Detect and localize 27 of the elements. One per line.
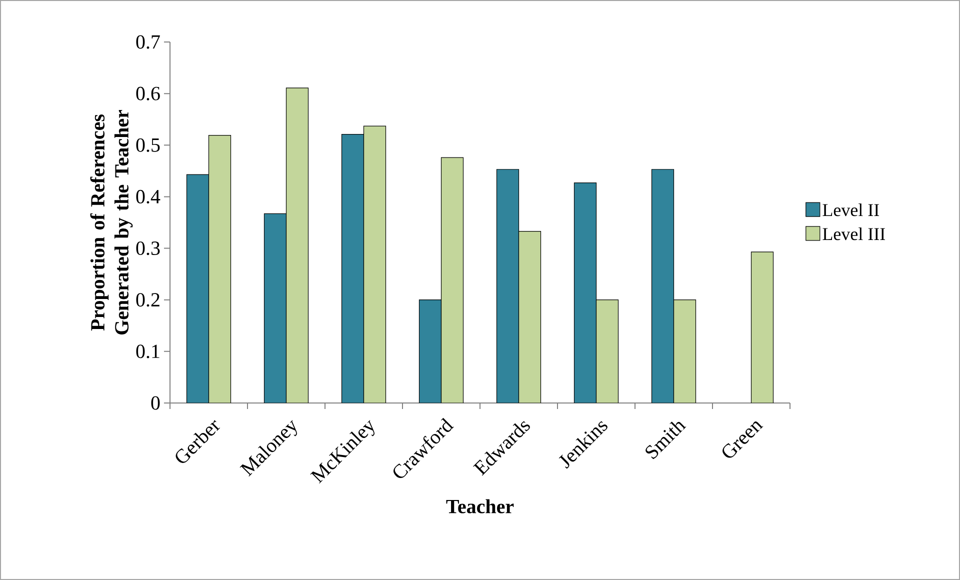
bar <box>418 300 442 403</box>
bar <box>574 182 597 403</box>
y-tick-label: 0 <box>151 396 160 410</box>
bar <box>496 169 520 403</box>
bar <box>440 157 464 403</box>
bar <box>208 135 232 403</box>
legend-label: Level II <box>822 204 880 216</box>
legend-label: Level III <box>822 228 885 240</box>
bar <box>341 134 364 403</box>
y-tick-label: 0.7 <box>136 35 160 49</box>
bar <box>518 230 542 403</box>
bar <box>363 126 386 403</box>
bar <box>186 174 210 403</box>
y-tick-label: 0.4 <box>136 190 160 204</box>
y-tick-label: 0.2 <box>136 293 160 307</box>
y-axis-title: Proportion of References Generated by the Teacher <box>90 110 133 334</box>
bar <box>264 213 287 403</box>
bar <box>596 300 619 403</box>
bar <box>651 169 674 403</box>
x-axis-title: Teacher <box>446 499 514 514</box>
bar <box>673 300 696 403</box>
y-tick-label: 0.1 <box>136 344 160 358</box>
y-tick-label: 0.5 <box>136 138 160 152</box>
bar <box>750 252 774 403</box>
y-tick-label: 0.3 <box>136 241 160 256</box>
y-tick-label: 0.6 <box>136 86 160 100</box>
bar <box>286 88 309 403</box>
